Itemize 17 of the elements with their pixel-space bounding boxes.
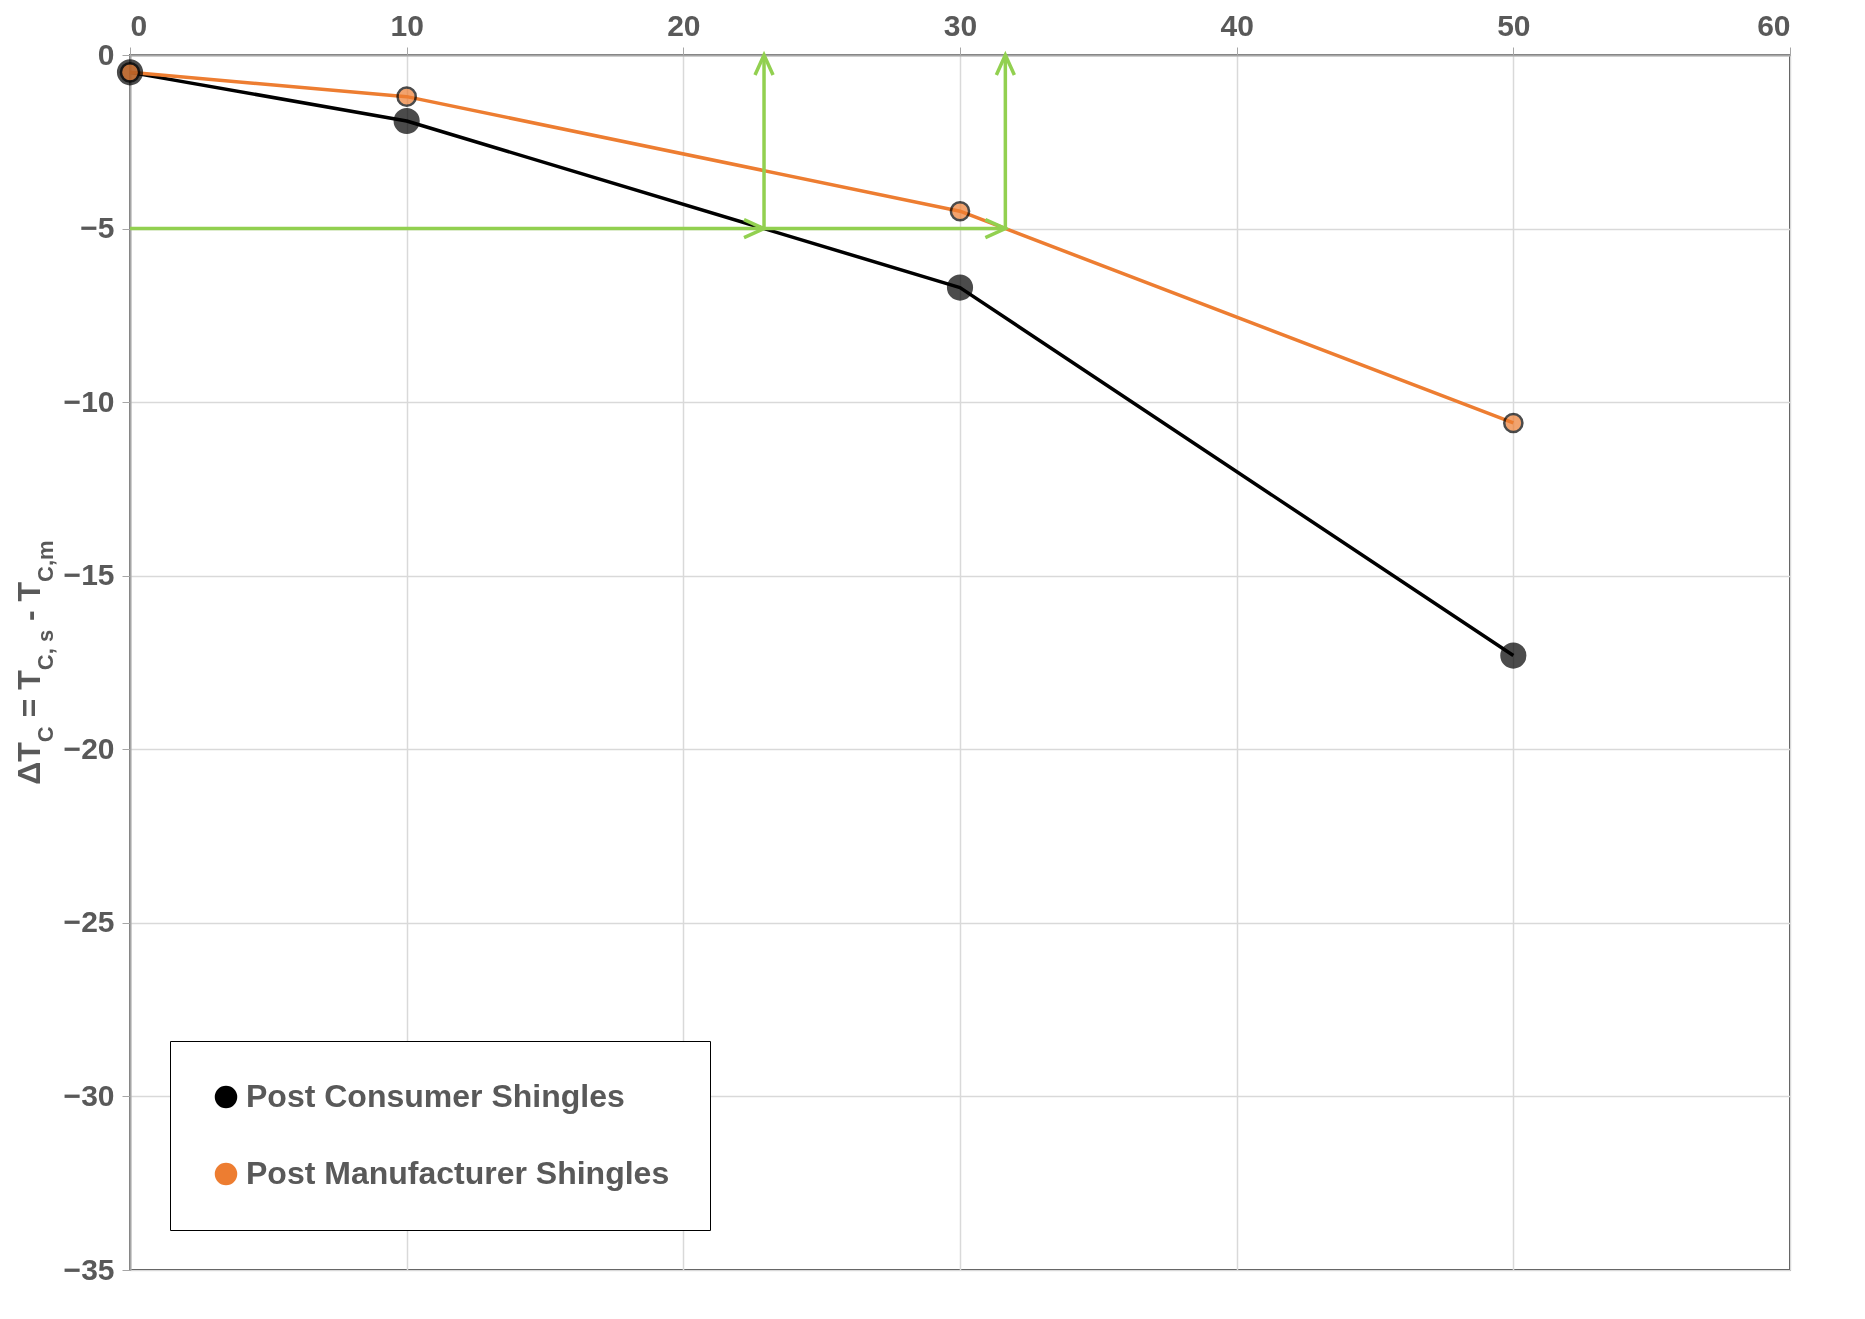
x-tick-label: 30 xyxy=(943,8,978,42)
x-tick-label: 60 xyxy=(1757,8,1791,42)
x-tick-label: 20 xyxy=(667,8,701,42)
y-tick-label: −10 xyxy=(63,384,115,418)
y-tick-label: −30 xyxy=(63,1078,115,1112)
y-tick-label: −35 xyxy=(63,1252,115,1286)
x-tick-label: 0 xyxy=(130,8,148,42)
y-tick-label: −5 xyxy=(80,211,115,245)
x-tick-label: 10 xyxy=(390,8,424,42)
y-tick-label: −20 xyxy=(63,731,115,765)
legend-label: Post Manufacturer Shingles xyxy=(246,1155,670,1191)
legend-label: Post Consumer Shingles xyxy=(246,1078,625,1114)
y-tick-label: 0 xyxy=(97,37,115,71)
y-tick-label: −15 xyxy=(63,558,115,592)
x-tick-label: 40 xyxy=(1220,8,1254,42)
y-tick-label: −25 xyxy=(63,905,115,939)
x-tick-label: 50 xyxy=(1497,8,1531,42)
